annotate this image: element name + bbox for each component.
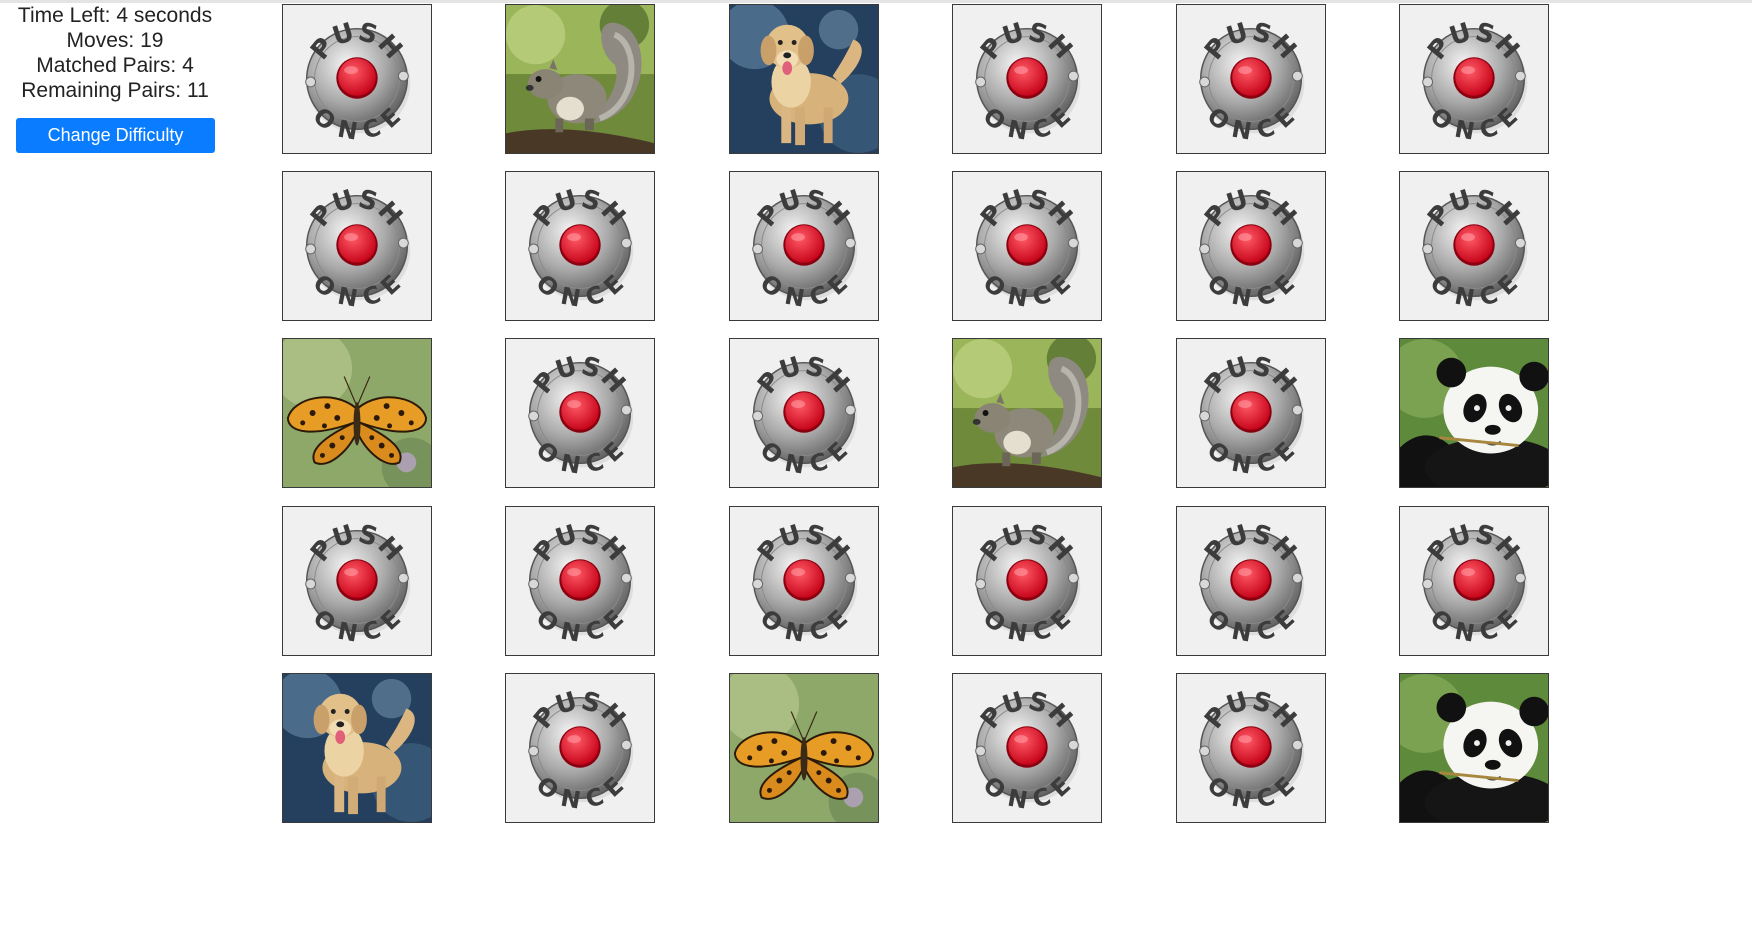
memory-card-squirrel[interactable] <box>952 338 1102 488</box>
panda-image <box>1400 339 1548 487</box>
memory-card-panda[interactable] <box>1399 673 1549 823</box>
memory-card-face-down[interactable]: PUSH ONCE <box>952 171 1102 321</box>
memory-card-face-down[interactable]: PUSH ONCE <box>952 673 1102 823</box>
push-once-button-icon: PUSH ONCE <box>953 5 1101 153</box>
squirrel-image <box>506 5 654 153</box>
memory-card-butterfly[interactable] <box>282 338 432 488</box>
push-once-button-icon: PUSH ONCE <box>953 172 1101 320</box>
push-once-button-icon: PUSH ONCE <box>1400 172 1548 320</box>
top-divider <box>0 0 1752 3</box>
memory-card-face-down[interactable]: PUSH ONCE <box>1399 506 1549 656</box>
push-once-button-icon: PUSH ONCE <box>283 507 431 655</box>
squirrel-image <box>953 339 1101 487</box>
memory-card-face-down[interactable]: PUSH ONCE <box>729 338 879 488</box>
memory-card-dog[interactable] <box>282 673 432 823</box>
memory-card-face-down[interactable]: PUSH ONCE <box>282 171 432 321</box>
memory-card-face-down[interactable]: PUSH ONCE <box>952 506 1102 656</box>
memory-card-face-down[interactable]: PUSH ONCE <box>1399 4 1549 154</box>
push-once-button-icon: PUSH ONCE <box>283 5 431 153</box>
push-once-button-icon: PUSH ONCE <box>730 507 878 655</box>
push-once-button-icon: PUSH ONCE <box>953 507 1101 655</box>
push-once-button-icon: PUSH ONCE <box>1177 674 1325 822</box>
push-once-button-icon: PUSH ONCE <box>1400 507 1548 655</box>
push-once-button-icon: PUSH ONCE <box>953 674 1101 822</box>
butterfly-image <box>283 339 431 487</box>
memory-card-face-down[interactable]: PUSH ONCE <box>1176 171 1326 321</box>
push-once-button-icon: PUSH ONCE <box>1177 172 1325 320</box>
panda-image <box>1400 674 1548 822</box>
memory-card-butterfly[interactable] <box>729 673 879 823</box>
push-once-button-icon: PUSH ONCE <box>730 172 878 320</box>
memory-card-face-down[interactable]: PUSH ONCE <box>505 338 655 488</box>
memory-card-face-down[interactable]: PUSH ONCE <box>505 506 655 656</box>
game-stats-panel: Time Left: 4 seconds Moves: 19 Matched P… <box>0 3 230 103</box>
remaining-pairs-text: Remaining Pairs: 11 <box>21 79 209 102</box>
push-once-button-icon: PUSH ONCE <box>1177 507 1325 655</box>
push-once-button-icon: PUSH ONCE <box>283 172 431 320</box>
dog-image <box>283 674 431 822</box>
memory-card-face-down[interactable]: PUSH ONCE <box>282 506 432 656</box>
memory-card-face-down[interactable]: PUSH ONCE <box>952 4 1102 154</box>
memory-card-face-down[interactable]: PUSH ONCE <box>282 4 432 154</box>
memory-card-face-down[interactable]: PUSH ONCE <box>1176 4 1326 154</box>
memory-card-face-down[interactable]: PUSH ONCE <box>505 171 655 321</box>
matched-pairs-text: Matched Pairs: 4 <box>36 54 194 77</box>
memory-card-face-down[interactable]: PUSH ONCE <box>1176 673 1326 823</box>
push-once-button-icon: PUSH ONCE <box>506 507 654 655</box>
moves-text: Moves: 19 <box>66 29 164 52</box>
memory-card-face-down[interactable]: PUSH ONCE <box>1399 171 1549 321</box>
memory-card-face-down[interactable]: PUSH ONCE <box>1176 506 1326 656</box>
push-once-button-icon: PUSH ONCE <box>1400 5 1548 153</box>
dog-image <box>730 5 878 153</box>
push-once-button-icon: PUSH ONCE <box>1177 339 1325 487</box>
push-once-button-icon: PUSH ONCE <box>730 339 878 487</box>
change-difficulty-button[interactable]: Change Difficulty <box>16 118 215 153</box>
memory-card-face-down[interactable]: PUSH ONCE <box>729 506 879 656</box>
push-once-button-icon: PUSH ONCE <box>1177 5 1325 153</box>
push-once-button-icon: PUSH ONCE <box>506 674 654 822</box>
butterfly-image <box>730 674 878 822</box>
push-once-button-icon: PUSH ONCE <box>506 172 654 320</box>
memory-card-dog[interactable] <box>729 4 879 154</box>
memory-card-face-down[interactable]: PUSH ONCE <box>1176 338 1326 488</box>
push-once-button-icon: PUSH ONCE <box>506 339 654 487</box>
memory-card-face-down[interactable]: PUSH ONCE <box>505 673 655 823</box>
memory-card-face-down[interactable]: PUSH ONCE <box>729 171 879 321</box>
memory-card-panda[interactable] <box>1399 338 1549 488</box>
time-left-text: Time Left: 4 seconds <box>17 4 213 27</box>
memory-card-squirrel[interactable] <box>505 4 655 154</box>
